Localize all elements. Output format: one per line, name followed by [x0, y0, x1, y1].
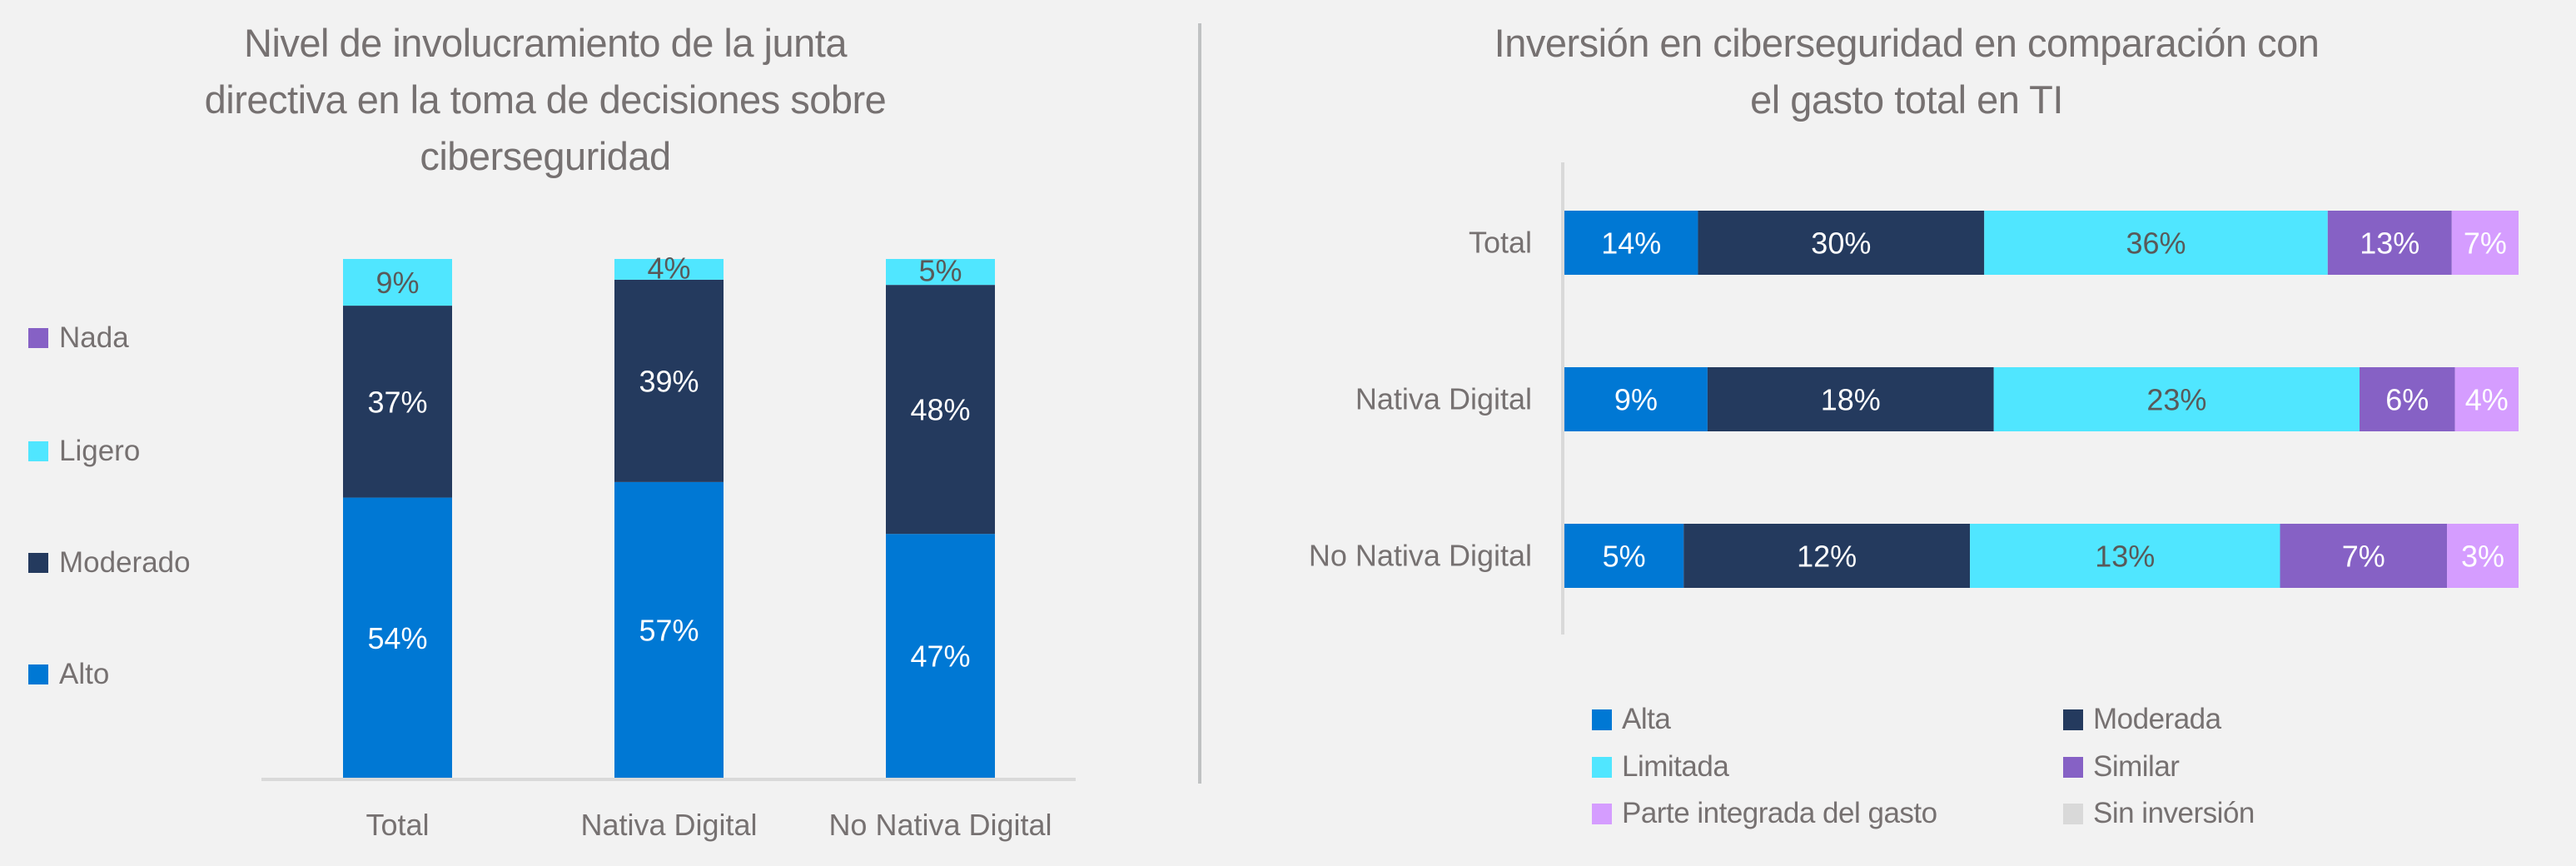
legend-item-moderado: Moderado: [28, 546, 191, 580]
right-chart-legend: Alta Moderada Limitada Similar Parte integra…: [1592, 703, 2508, 844]
legend-swatch-ligero-icon: [28, 441, 48, 461]
data-label-similar-nativa-digital: 6%: [2385, 383, 2429, 417]
bar-segment-parte-integrada-del-gasto-total: [2451, 211, 2519, 275]
bar-segment-moderado-total: [343, 306, 452, 498]
data-label-ligero-no-nativa-digital: 5%: [918, 254, 962, 288]
panel-divider: [1198, 23, 1201, 784]
legend-item-alta: Alta: [1592, 703, 1671, 736]
x-tick-label-nativa-digital: Nativa Digital: [580, 808, 757, 842]
data-label-limitada-nativa-digital: 23%: [2146, 383, 2206, 417]
bar-segment-alta-nativa-digital: [1564, 367, 1708, 431]
legend-label: Alta: [1622, 703, 1671, 735]
data-label-alto-no-nativa-digital: 47%: [910, 640, 970, 674]
legend-swatch-nada-icon: [28, 328, 48, 348]
legend-label: Sin inversión: [2093, 797, 2255, 829]
bar-segment-alta-no-nativa-digital: [1564, 524, 1684, 588]
bar-segment-limitada-nativa-digital: [1993, 367, 2360, 431]
data-label-alta-total: 14%: [1601, 226, 1661, 261]
data-label-alta-nativa-digital: 9%: [1614, 383, 1658, 417]
bar-segment-limitada-total: [1984, 211, 2328, 275]
bar-segment-ligero-no-nativa-digital: [886, 259, 995, 286]
left-title-line: ciberseguridad: [420, 134, 671, 178]
data-label-alto-total: 54%: [367, 621, 427, 655]
legend-item-limitada: Limitada: [1592, 750, 1729, 784]
legend-item-similar: Similar: [2063, 750, 2180, 784]
legend-swatch-limitada-icon: [1592, 756, 1612, 778]
bar-segment-limitada-no-nativa-digital: [1970, 524, 2280, 588]
legend-item-parte-integrada-del-gasto: Parte integrada del gasto: [1592, 797, 1937, 830]
data-label-limitada-total: 36%: [2126, 226, 2186, 261]
bar-segment-moderada-total: [1698, 211, 1985, 275]
legend-label: Moderada: [2093, 703, 2221, 735]
legend-label: Limitada: [1622, 750, 1729, 783]
bar-segment-parte-integrada-del-gasto-nativa-digital: [2454, 367, 2519, 431]
y-tick-label-nativa-digital: Nativa Digital: [1355, 382, 1532, 416]
bar-segment-alto-total: [343, 497, 452, 778]
legend-swatch-moderada-icon: [2063, 709, 2083, 730]
legend-swatch-similar-icon: [2063, 756, 2083, 778]
left-title-line: directiva en la toma de decisiones sobre: [204, 77, 887, 122]
bar-segment-similar-no-nativa-digital: [2280, 524, 2448, 588]
legend-swatch-alta-icon: [1592, 709, 1612, 730]
legend-swatch-sin-inversion-icon: [2063, 803, 2083, 824]
left-x-axis-line: [261, 778, 1076, 781]
legend-item-ligero: Ligero: [28, 435, 140, 468]
data-label-ligero-total: 9%: [375, 266, 419, 300]
data-label-parte-integrada-del-gasto-nativa-digital: 4%: [2465, 383, 2509, 417]
left-chart-title: Nivel de involucramiento de la junta dir…: [125, 15, 966, 185]
data-label-moderado-nativa-digital: 39%: [639, 364, 699, 398]
y-tick-label-total: Total: [1469, 226, 1532, 260]
bar-segment-alto-nativa-digital: [614, 481, 724, 778]
right-title-line: Inversión en ciberseguridad en comparaci…: [1494, 21, 2320, 65]
left-title-line: Nivel de involucramiento de la junta: [244, 21, 847, 65]
data-label-moderado-no-nativa-digital: 48%: [910, 393, 970, 427]
data-label-parte-integrada-del-gasto-total: 7%: [2464, 226, 2507, 261]
legend-label: Parte integrada del gasto: [1622, 797, 1937, 829]
legend-item-moderada: Moderada: [2063, 703, 2221, 736]
x-tick-label-total: Total: [366, 808, 429, 842]
data-label-moderado-total: 37%: [367, 385, 427, 419]
bar-segment-moderada-no-nativa-digital: [1683, 524, 1971, 588]
legend-label: Similar: [2093, 750, 2180, 783]
legend-label: Moderado: [59, 546, 191, 579]
bar-segment-moderada-nativa-digital: [1707, 367, 1994, 431]
bar-segment-similar-total: [2327, 211, 2452, 275]
legend-label: Nada: [59, 321, 129, 354]
bar-segment-parte-integrada-del-gasto-no-nativa-digital: [2447, 524, 2519, 588]
bar-segment-moderado-no-nativa-digital: [886, 285, 995, 535]
data-label-limitada-no-nativa-digital: 13%: [2095, 540, 2155, 574]
legend-item-nada: Nada: [28, 321, 129, 355]
right-chart-title: Inversión en ciberseguridad en comparaci…: [1407, 15, 2406, 128]
legend-item-sin-inversion: Sin inversión: [2063, 797, 2255, 830]
bar-segment-ligero-nativa-digital: [614, 259, 724, 280]
bar-segment-ligero-total: [343, 259, 452, 306]
right-title-line: el gasto total en TI: [1750, 77, 2063, 122]
x-tick-label-no-nativa-digital: No Nativa Digital: [828, 808, 1052, 842]
data-label-similar-no-nativa-digital: 7%: [2342, 540, 2385, 574]
data-label-alta-no-nativa-digital: 5%: [1603, 540, 1646, 574]
right-y-axis-line: [1561, 162, 1564, 635]
data-label-moderada-nativa-digital: 18%: [1821, 383, 1881, 417]
data-label-moderada-total: 30%: [1811, 226, 1871, 261]
data-label-similar-total: 13%: [2360, 226, 2419, 261]
legend-swatch-moderado-icon: [28, 553, 48, 573]
y-tick-label-no-nativa-digital: No Nativa Digital: [1309, 539, 1532, 573]
data-label-moderada-no-nativa-digital: 12%: [1797, 540, 1857, 574]
bar-segment-alta-total: [1564, 211, 1698, 275]
legend-label: Ligero: [59, 435, 141, 467]
bar-segment-moderado-nativa-digital: [614, 279, 724, 482]
data-label-ligero-nativa-digital: 4%: [647, 251, 690, 285]
data-label-parte-integrada-del-gasto-no-nativa-digital: 3%: [2461, 540, 2504, 574]
bar-segment-alto-no-nativa-digital: [886, 534, 995, 778]
data-label-alto-nativa-digital: 57%: [639, 613, 699, 647]
legend-swatch-parte-integrada-del-gasto-icon: [1592, 803, 1612, 824]
legend-item-alto: Alto: [28, 658, 109, 691]
legend-swatch-alto-icon: [28, 664, 48, 684]
bar-segment-similar-nativa-digital: [2360, 367, 2455, 431]
legend-label: Alto: [59, 658, 110, 690]
